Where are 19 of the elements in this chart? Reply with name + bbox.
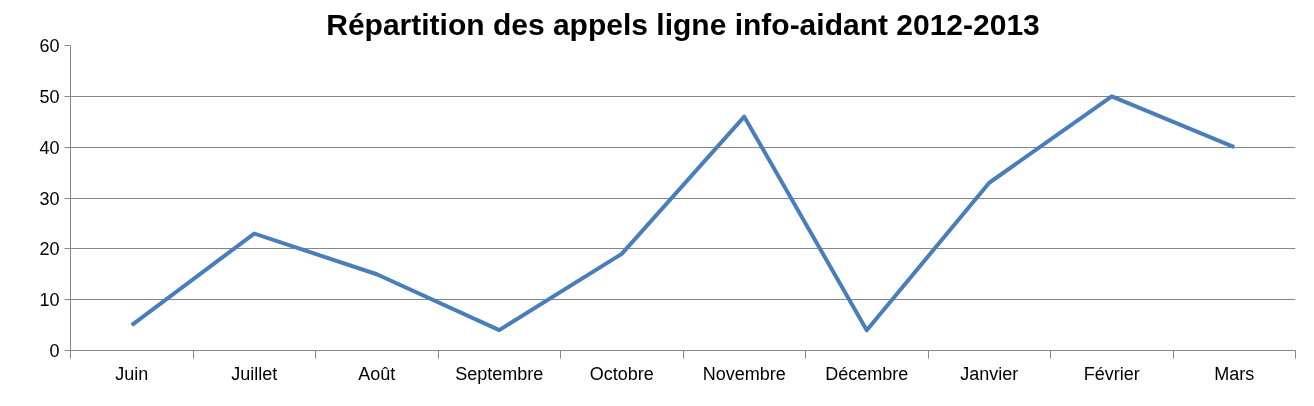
line-series bbox=[129, 94, 1237, 333]
x-tick-label: Novembre bbox=[702, 363, 786, 384]
x-tick-label: Décembre bbox=[825, 363, 909, 384]
x-tick-label: Août bbox=[358, 363, 396, 384]
chart-title: Répartition des appels ligne info-aidant 2012-2013 bbox=[326, 7, 1040, 41]
y-tick-label: 40 bbox=[39, 137, 60, 158]
y-tick-label: 20 bbox=[39, 239, 60, 260]
y-tick-label: 60 bbox=[39, 36, 60, 56]
y-tick-label: 50 bbox=[39, 86, 60, 107]
x-tick-label: Mars bbox=[1214, 363, 1255, 384]
x-tick-label: Janvier bbox=[960, 363, 1019, 384]
x-tick-label: Février bbox=[1083, 363, 1140, 384]
y-tick-label: 0 bbox=[49, 341, 60, 361]
y-tick-label: 10 bbox=[39, 290, 60, 311]
x-tick-label: Juin bbox=[115, 363, 149, 384]
y-tick-label: 30 bbox=[39, 188, 60, 209]
x-tick-label: Juillet bbox=[231, 363, 278, 384]
x-tick-label: Septembre bbox=[455, 363, 544, 384]
x-tick-label: Octobre bbox=[589, 363, 654, 384]
